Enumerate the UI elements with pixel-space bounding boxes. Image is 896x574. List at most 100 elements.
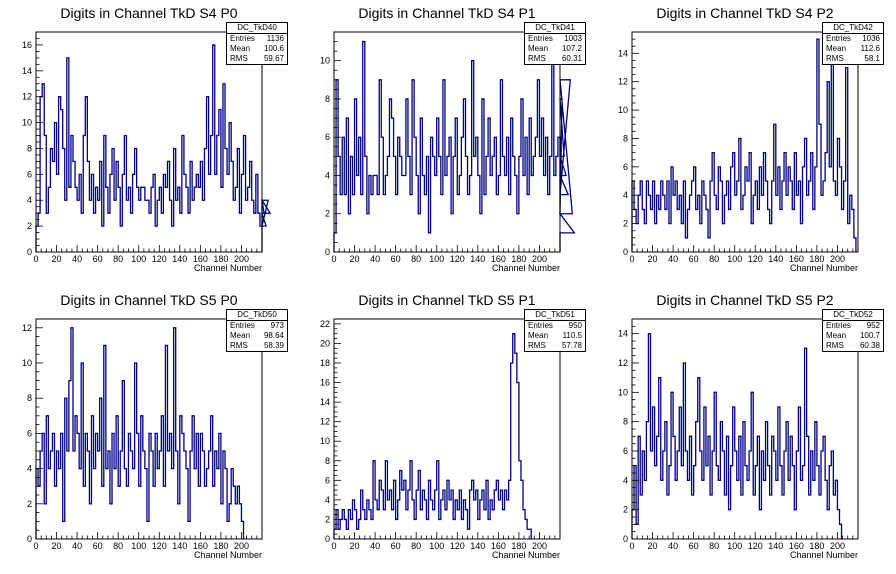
stats-value: 1036 xyxy=(862,34,880,43)
stats-row-entries: Entries 1036 xyxy=(823,34,883,44)
x-tick-label: 160 xyxy=(193,254,208,264)
y-tick-label: 8 xyxy=(325,456,330,466)
x-tick-label: 100 xyxy=(429,254,444,264)
stats-box: DC_TkD41 Entries 1003 Mean 107.2 RMS 60.31 xyxy=(524,22,586,65)
stats-value: 1003 xyxy=(564,34,582,43)
x-tick-label: 120 xyxy=(748,254,763,264)
stats-value: 100.6 xyxy=(263,44,284,53)
stats-value: 59.67 xyxy=(263,54,284,63)
x-tick-label: 100 xyxy=(727,541,742,551)
x-tick-label: 0 xyxy=(33,254,38,264)
stats-value: 58.1 xyxy=(864,54,880,63)
x-tick-label: 200 xyxy=(234,541,249,551)
stats-value: 60.31 xyxy=(561,54,582,63)
stats-row-entries: Entries 950 xyxy=(525,321,585,331)
stats-row-mean: Mean 110.5 xyxy=(525,331,585,341)
y-tick-label: 6 xyxy=(623,446,628,456)
x-tick-label: 140 xyxy=(470,254,485,264)
y-tick-label: 10 xyxy=(618,105,628,115)
x-tick-label: 200 xyxy=(830,541,845,551)
y-tick-label: 8 xyxy=(27,143,32,153)
x-tick-label: 180 xyxy=(213,541,228,551)
stats-value: 952 xyxy=(866,321,880,330)
plot-title: Digits in Channel TkD S4 P0 xyxy=(60,5,238,21)
stats-key: Entries xyxy=(230,321,255,330)
stats-name: DC_TkD42 xyxy=(823,23,883,34)
x-axis-label: Channel Number xyxy=(491,550,560,560)
stats-value: 973 xyxy=(270,321,284,330)
stats-row-entries: Entries 1136 xyxy=(227,34,287,44)
y-tick-label: 20 xyxy=(320,338,330,348)
stats-row-entries: Entries 952 xyxy=(823,321,883,331)
stats-row-rms: RMS 58.39 xyxy=(227,341,287,351)
x-tick-label: 80 xyxy=(113,541,123,551)
x-tick-label: 60 xyxy=(391,254,401,264)
histogram-line xyxy=(631,333,843,539)
y-tick-label: 10 xyxy=(618,387,628,397)
x-tick-label: 180 xyxy=(213,254,228,264)
x-axis-label: Channel Number xyxy=(193,550,262,560)
y-tick-label: 6 xyxy=(27,428,32,438)
stats-key: RMS xyxy=(528,54,546,63)
histogram-pad-4: 0 20 40 60 80 100 120 140 160 180 200 0 2 4 6 8 10 12 14 16… xyxy=(298,287,596,574)
x-tick-label: 200 xyxy=(532,541,547,551)
y-tick-label: 4 xyxy=(325,170,330,180)
plot-title: Digits in Channel TkD S4 P2 xyxy=(656,5,834,21)
y-tick-label: 8 xyxy=(623,133,628,143)
stats-row-mean: Mean 112.6 xyxy=(823,44,883,54)
x-tick-label: 20 xyxy=(648,541,658,551)
x-tick-label: 100 xyxy=(131,254,146,264)
y-tick-label: 4 xyxy=(623,475,628,485)
stats-box: DC_TkD42 Entries 1036 Mean 112.6 RMS 58.1 xyxy=(822,22,884,65)
stats-value: 98.64 xyxy=(263,331,284,340)
y-tick-label: 10 xyxy=(320,56,330,66)
x-tick-label: 60 xyxy=(391,541,401,551)
stats-row-rms: RMS 60.38 xyxy=(823,341,883,351)
stats-row-mean: Mean 100.6 xyxy=(227,44,287,54)
stats-name: DC_TkD50 xyxy=(227,310,287,321)
x-tick-label: 160 xyxy=(491,254,506,264)
x-tick-label: 100 xyxy=(429,541,444,551)
y-tick-label: 16 xyxy=(22,40,32,50)
x-tick-label: 160 xyxy=(491,541,506,551)
x-tick-label: 40 xyxy=(668,254,678,264)
stats-row-mean: Mean 98.64 xyxy=(227,331,287,341)
y-tick-label: 12 xyxy=(22,92,32,102)
x-tick-label: 60 xyxy=(689,541,699,551)
histogram-plot: 0 20 40 60 80 100 120 140 160 180 200 0 2 4 6 8 10 12 14 16 xyxy=(22,31,272,264)
stats-value: 112.6 xyxy=(860,44,880,53)
y-tick-label: 14 xyxy=(618,329,628,339)
y-tick-label: 6 xyxy=(325,132,330,142)
stats-row-rms: RMS 57.78 xyxy=(525,341,585,351)
x-tick-label: 140 xyxy=(768,254,783,264)
y-tick-label: 14 xyxy=(320,397,330,407)
y-tick-label: 6 xyxy=(623,162,628,172)
y-tick-label: 22 xyxy=(320,319,330,329)
histogram-plot: 0 20 40 60 80 100 120 140 160 180 200 0 2 4 6 8 10 12 14 xyxy=(618,31,859,264)
plot-title: Digits in Channel TkD S5 P0 xyxy=(60,292,238,308)
stats-value: 950 xyxy=(568,321,582,330)
x-tick-label: 120 xyxy=(748,541,763,551)
y-tick-label: 0 xyxy=(325,247,330,257)
histogram-line xyxy=(35,44,272,252)
y-tick-label: 4 xyxy=(623,190,628,200)
plot-frame xyxy=(631,31,859,253)
stats-key: Entries xyxy=(528,34,553,43)
histogram-pad-5: 0 20 40 60 80 100 120 140 160 180 200 0 2 4 6 8 10 12 14 Di… xyxy=(596,287,894,574)
histogram-plot: 0 20 40 60 80 100 120 140 160 180 200 0 2 4 6 8 10 12 14 xyxy=(618,318,859,551)
x-tick-label: 160 xyxy=(789,254,804,264)
x-tick-label: 120 xyxy=(152,254,167,264)
y-tick-label: 12 xyxy=(618,77,628,87)
y-tick-label: 0 xyxy=(623,247,628,257)
x-axis-label: Channel Number xyxy=(491,263,560,273)
y-tick-label: 6 xyxy=(325,475,330,485)
x-tick-label: 20 xyxy=(350,254,360,264)
y-tick-label: 16 xyxy=(320,378,330,388)
plot-title: Digits in Channel TkD S5 P2 xyxy=(656,292,834,308)
x-tick-label: 20 xyxy=(52,541,62,551)
y-tick-label: 0 xyxy=(27,247,32,257)
x-tick-label: 80 xyxy=(411,541,421,551)
y-tick-label: 10 xyxy=(320,436,330,446)
y-tick-label: 8 xyxy=(27,393,32,403)
y-tick-label: 10 xyxy=(22,358,32,368)
